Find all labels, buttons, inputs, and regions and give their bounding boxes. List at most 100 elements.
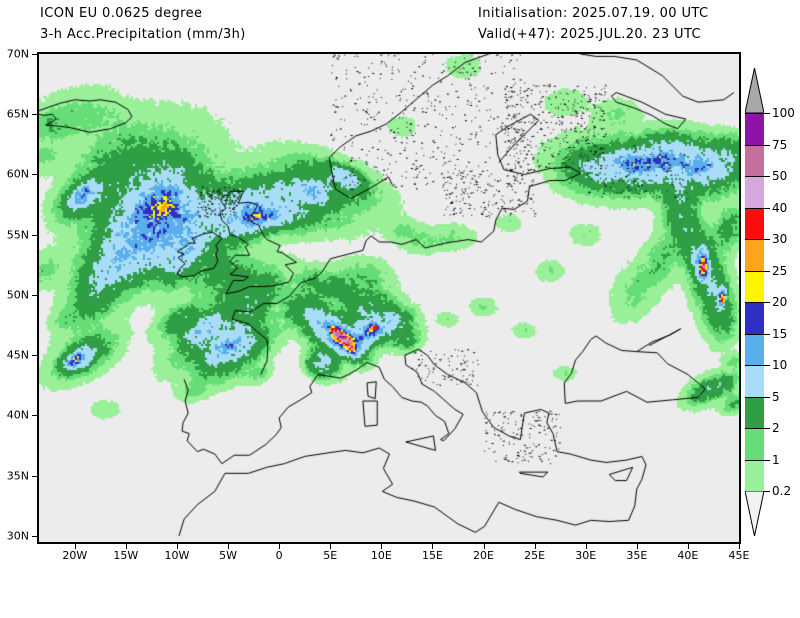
colorbar-separator [745,428,764,429]
latitude-tick-label: 40N [6,408,29,422]
longitude-tick [687,544,689,549]
colorbar-separator [745,270,764,272]
colorbar-tick [764,302,770,303]
precipitation-map-canvas [39,54,739,542]
colorbar-separator [745,176,764,177]
colorbar-under-arrow-icon [745,491,764,536]
colorbar-band [745,207,764,239]
longitude-tick [585,544,587,549]
colorbar-tick [764,491,770,492]
colorbar-tick [764,428,770,429]
colorbar-band [745,396,764,428]
colorbar-separator [745,207,764,209]
longitude-tick [534,544,536,549]
longitude-tick [739,544,740,549]
latitude-tick-label: 60N [6,167,29,181]
colorbar-tick [764,270,770,272]
colorbar-band [745,459,764,491]
colorbar-tick [764,333,770,335]
latitude-tick-label: 55N [6,228,29,242]
colorbar-tick-label: 50 [772,169,788,183]
latitude-tick [32,114,37,116]
colorbar-tick [764,207,770,209]
longitude-tick [432,544,434,549]
model-name-label: ICON EU 0.0625 degree [40,6,203,21]
colorbar-separator [745,302,764,303]
latitude-tick [32,355,37,357]
colorbar-tick [764,144,770,146]
colorbar-separator [745,113,764,114]
latitude-tick [32,54,37,55]
latitude-tick [32,234,37,236]
colorbar-separator [745,239,764,240]
longitude-tick [125,544,127,549]
colorbar-separator [745,396,764,398]
longitude-tick-label: 20W [62,549,88,562]
longitude-tick-label: 5W [219,549,237,562]
longitude-tick-label: 0 [275,549,283,562]
valid-time-label: Valid(+47): 2025.JUL.20. 23 UTC [478,27,702,42]
colorbar-tick-label: 15 [772,326,788,341]
colorbar-tick-label: 1 [772,452,780,467]
longitude-tick-label: 5E [323,549,338,562]
latitude-tick [32,294,37,296]
colorbar-tick-label: 20 [772,295,788,309]
colorbar-tick-label: 25 [772,263,788,278]
colorbar-tick-label: 10 [772,358,788,372]
colorbar-tick-label: 75 [772,137,788,152]
colorbar-tick [764,459,770,461]
initialisation-label: Initialisation: 2025.07.19. 00 UTC [478,6,709,21]
longitude-tick-label: 40E [677,549,699,562]
colorbar-band [745,428,764,460]
latitude-tick-label: 45N [6,348,29,362]
longitude-tick-label: 45E [728,549,750,562]
colorbar-tick-label: 40 [772,200,788,215]
colorbar-tick [764,176,770,177]
longitude-tick [279,544,281,549]
longitude-tick [228,544,230,549]
latitude-tick-label: 35N [6,469,29,483]
colorbar-separator [745,459,764,461]
latitude-tick [32,535,37,537]
longitude-tick-label: 10E [370,549,392,562]
colorbar-tick-label: 100 [772,106,795,120]
latitude-tick-label: 65N [6,107,29,121]
longitude-tick-label: 25E [524,549,546,562]
colorbar-tick-label: 30 [772,232,788,246]
colorbar-band [745,365,764,397]
longitude-tick [74,544,76,549]
colorbar-separator [745,333,764,335]
latitude-tick [32,475,37,477]
longitude-tick-label: 35E [626,549,648,562]
colorbar-tick [764,239,770,240]
colorbar-band [745,144,764,176]
longitude-tick-label: 15E [421,549,443,562]
colorbar-band [745,176,764,208]
precipitation-colorbar [745,113,764,492]
colorbar-tick-label: 2 [772,421,780,435]
colorbar-band [745,302,764,334]
latitude-tick-label: 50N [6,288,29,302]
colorbar-tick [764,113,770,114]
longitude-tick [381,544,383,549]
map-plot-area [37,52,741,544]
colorbar-tick [764,396,770,398]
longitude-tick [176,544,178,549]
latitude-tick-label: 30N [6,529,29,543]
longitude-tick [636,544,638,549]
longitude-tick [483,544,485,549]
colorbar-tick [764,365,770,366]
longitude-tick-label: 20E [473,549,494,562]
field-name-label: 3-h Acc.Precipitation (mm/3h) [40,27,246,42]
longitude-tick [330,544,332,549]
colorbar-band [745,333,764,365]
longitude-tick-label: 15W [113,549,139,562]
colorbar-separator [745,365,764,366]
colorbar-over-arrow-icon [745,68,764,113]
latitude-tick-label: 70N [6,47,29,61]
longitude-tick-label: 10W [164,549,190,562]
latitude-tick [32,174,37,176]
colorbar-separator [745,144,764,146]
latitude-tick [32,415,37,417]
colorbar-band [745,270,764,302]
